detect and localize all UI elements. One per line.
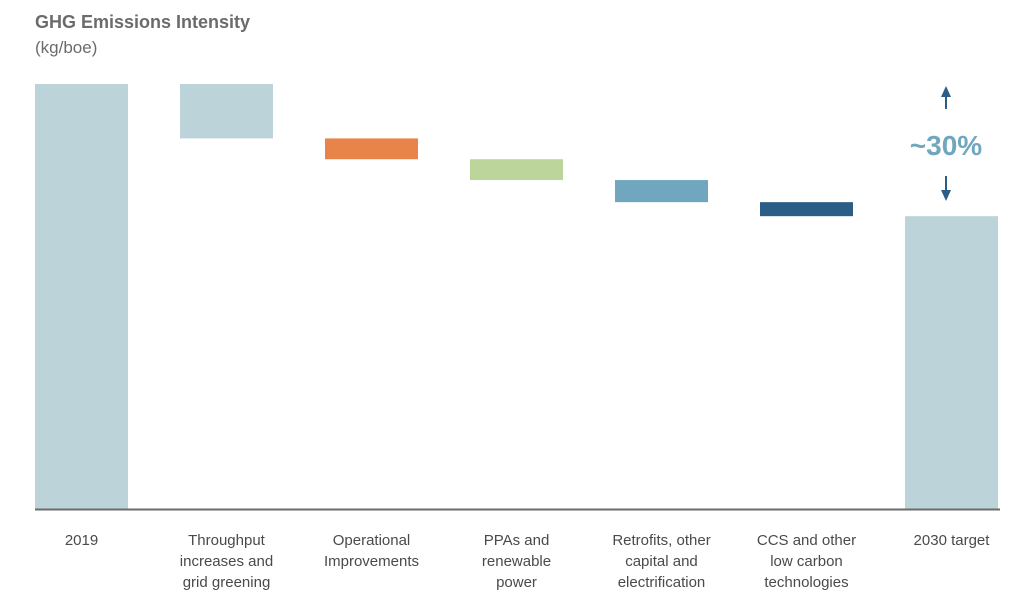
category-label-2: Throughput increases and grid greening <box>180 532 273 591</box>
arrow-up-icon <box>941 86 951 97</box>
annotation-label: ~30% <box>910 130 982 161</box>
bar-2 <box>180 84 273 139</box>
bar-7 <box>905 216 998 510</box>
category-label-6: CCS and other low carbon technologies <box>757 532 856 591</box>
category-label-7: 2030 target <box>914 532 991 549</box>
bar-4 <box>470 159 563 181</box>
category-label-1: 2019 <box>65 532 98 549</box>
bar-5 <box>615 180 708 203</box>
bar-3 <box>325 138 418 160</box>
bar-6 <box>760 202 853 217</box>
bar-1 <box>35 84 128 509</box>
chart-title: GHG Emissions Intensity <box>35 12 251 32</box>
chart-subtitle: (kg/boe) <box>35 38 98 57</box>
category-label-4: PPAs and renewable power <box>482 532 551 591</box>
arrow-down-icon <box>941 190 951 201</box>
category-label-5: Retrofits, other capital and electrificati… <box>612 532 710 591</box>
category-label-3: Operational Improvements <box>324 532 419 570</box>
